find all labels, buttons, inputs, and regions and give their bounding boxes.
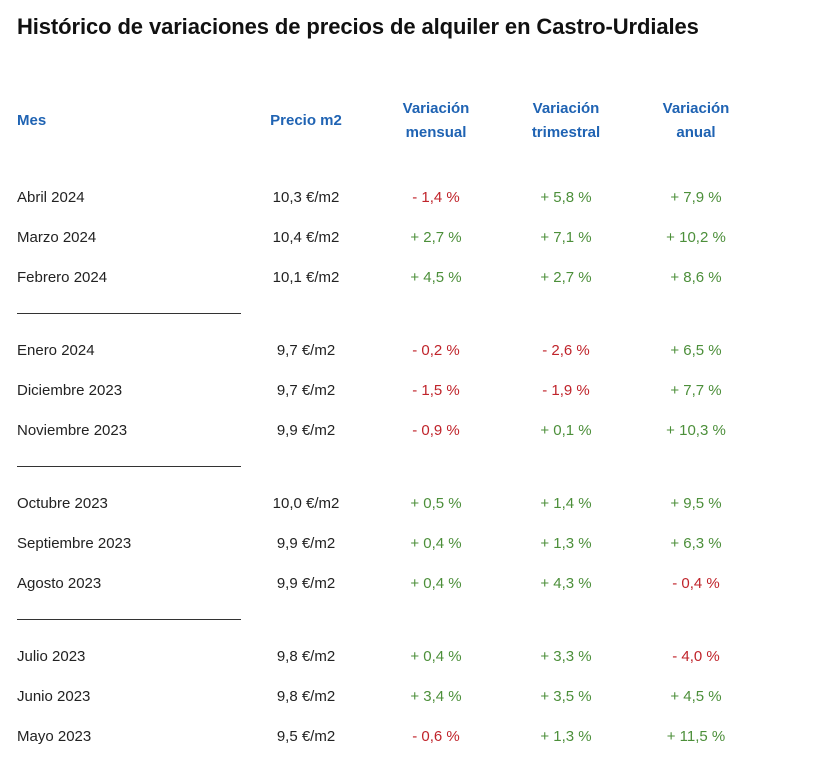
table-row: Diciembre 2023 9,7 €/m2 - 1,5 % - 1,9 % + 7,… [0, 379, 813, 403]
cell-annual-variation: + 10,3 % [666, 422, 726, 439]
quarter-divider [17, 313, 241, 314]
cell-month: Septiembre 2023 [17, 535, 132, 552]
cell-month: Marzo 2024 [17, 229, 97, 246]
cell-quarterly-variation: + 1,3 % [540, 728, 592, 745]
cell-month: Junio 2023 [17, 688, 91, 705]
cell-monthly-variation: + 4,5 % [410, 269, 462, 286]
quarter-divider [17, 619, 241, 620]
quarter-divider [17, 466, 241, 467]
cell-annual-variation: + 11,5 % [666, 728, 726, 745]
cell-price: 10,0 €/m2 [272, 495, 340, 512]
cell-quarterly-variation: + 3,5 % [540, 688, 592, 705]
cell-monthly-variation: - 0,6 % [412, 728, 460, 745]
cell-quarterly-variation: + 7,1 % [540, 229, 592, 246]
cell-monthly-variation: + 3,4 % [410, 688, 462, 705]
cell-annual-variation: + 7,7 % [670, 382, 722, 399]
cell-price: 9,5 €/m2 [276, 728, 336, 745]
cell-annual-variation: + 10,2 % [666, 229, 726, 246]
cell-monthly-variation: - 0,9 % [412, 422, 460, 439]
cell-annual-variation: - 0,4 % [672, 575, 720, 592]
header-quarterly-variation: Variación trimestral [506, 97, 626, 145]
cell-price: 9,8 €/m2 [276, 688, 336, 705]
header-quarterly-line-1: Variación [532, 100, 600, 117]
cell-month: Mayo 2023 [17, 728, 92, 745]
cell-monthly-variation: + 0,4 % [410, 648, 462, 665]
cell-price: 9,7 €/m2 [276, 342, 336, 359]
table-row: Enero 2024 9,7 €/m2 - 0,2 % - 2,6 % + 6,5 % [0, 339, 813, 363]
cell-quarterly-variation: + 3,3 % [540, 648, 592, 665]
cell-annual-variation: + 4,5 % [670, 688, 722, 705]
table-row: Abril 2024 10,3 €/m2 - 1,4 % + 5,8 % + 7,9 % [0, 186, 813, 210]
header-monthly-variation: Variación mensual [376, 97, 496, 145]
cell-price: 10,3 €/m2 [272, 189, 340, 206]
header-price-label: Precio m2 [270, 112, 342, 129]
cell-monthly-variation: + 2,7 % [410, 229, 462, 246]
cell-annual-variation: + 9,5 % [670, 495, 722, 512]
table-row: Mayo 2023 9,5 €/m2 - 0,6 % + 1,3 % + 11,5 % [0, 725, 813, 749]
table-row: Febrero 2024 10,1 €/m2 + 4,5 % + 2,7 % + 8,6… [0, 266, 813, 290]
cell-price: 9,8 €/m2 [276, 648, 336, 665]
cell-quarterly-variation: + 1,4 % [540, 495, 592, 512]
cell-annual-variation: - 4,0 % [672, 648, 720, 665]
cell-annual-variation: + 6,3 % [670, 535, 722, 552]
table-row: Junio 2023 9,8 €/m2 + 3,4 % + 3,5 % + 4,5 % [0, 685, 813, 709]
header-month: Mes [17, 109, 46, 133]
cell-quarterly-variation: + 2,7 % [540, 269, 592, 286]
cell-month: Enero 2024 [17, 342, 95, 359]
cell-monthly-variation: - 1,4 % [412, 189, 460, 206]
cell-price: 9,9 €/m2 [276, 575, 336, 592]
cell-monthly-variation: - 1,5 % [412, 382, 460, 399]
header-annual-line-1: Variación [662, 100, 730, 117]
cell-price: 10,4 €/m2 [272, 229, 340, 246]
cell-monthly-variation: + 0,4 % [410, 575, 462, 592]
cell-quarterly-variation: - 1,9 % [542, 382, 590, 399]
cell-price: 9,9 €/m2 [276, 535, 336, 552]
cell-quarterly-variation: + 4,3 % [540, 575, 592, 592]
table-row: Noviembre 2023 9,9 €/m2 - 0,9 % + 0,1 % + 10… [0, 419, 813, 443]
cell-month: Julio 2023 [17, 648, 86, 665]
page-title: Histórico de variaciones de precios de a… [17, 14, 699, 39]
cell-quarterly-variation: + 1,3 % [540, 535, 592, 552]
cell-monthly-variation: - 0,2 % [412, 342, 460, 359]
cell-annual-variation: + 8,6 % [670, 269, 722, 286]
cell-quarterly-variation: + 0,1 % [540, 422, 592, 439]
table-row: Septiembre 2023 9,9 €/m2 + 0,4 % + 1,3 % + 6… [0, 532, 813, 556]
cell-month: Noviembre 2023 [17, 422, 128, 439]
cell-price: 9,7 €/m2 [276, 382, 336, 399]
cell-quarterly-variation: + 5,8 % [540, 189, 592, 206]
header-monthly-line-1: Variación [402, 100, 470, 117]
header-annual-variation: Variación anual [636, 97, 756, 145]
cell-month: Abril 2024 [17, 189, 85, 206]
table-row: Julio 2023 9,8 €/m2 + 0,4 % + 3,3 % - 4,0 % [0, 645, 813, 669]
cell-month: Agosto 2023 [17, 575, 102, 592]
table-row: Octubre 2023 10,0 €/m2 + 0,5 % + 1,4 % + 9,5… [0, 492, 813, 516]
cell-price: 9,9 €/m2 [276, 422, 336, 439]
header-quarterly-line-2: trimestral [531, 124, 601, 141]
header-annual-line-2: anual [676, 124, 716, 141]
cell-month: Diciembre 2023 [17, 382, 123, 399]
table-row: Agosto 2023 9,9 €/m2 + 0,4 % + 4,3 % - 0,4 % [0, 572, 813, 596]
cell-monthly-variation: + 0,5 % [410, 495, 462, 512]
cell-annual-variation: + 6,5 % [670, 342, 722, 359]
header-price: Precio m2 [250, 109, 362, 133]
header-month-label: Mes [17, 112, 47, 129]
cell-annual-variation: + 7,9 % [670, 189, 722, 206]
cell-month: Febrero 2024 [17, 269, 108, 286]
cell-month: Octubre 2023 [17, 495, 108, 512]
cell-price: 10,1 €/m2 [272, 269, 340, 286]
header-monthly-line-2: mensual [405, 124, 467, 141]
cell-monthly-variation: + 0,4 % [410, 535, 462, 552]
cell-quarterly-variation: - 2,6 % [542, 342, 590, 359]
table-row: Marzo 2024 10,4 €/m2 + 2,7 % + 7,1 % + 10,2 … [0, 226, 813, 250]
